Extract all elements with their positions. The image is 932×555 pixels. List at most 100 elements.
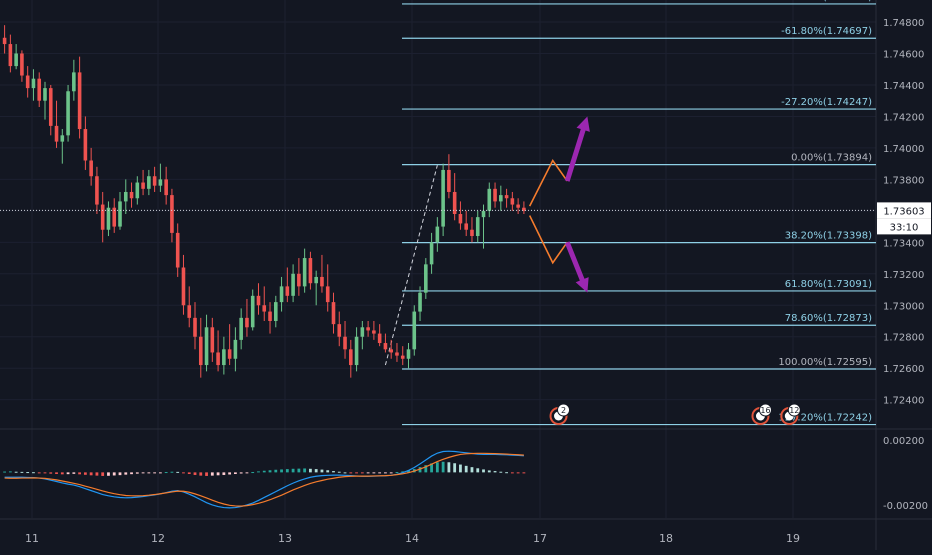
fibonacci-retracement[interactable]: -78.60%(1.74915) -61.80%(1.74697) -27.20%(…: [402, 0, 876, 426]
macd-histogram-bar: [3, 471, 6, 473]
candle-body: [441, 169, 445, 227]
fib-level-label: 38.20%(1.73398): [785, 231, 872, 242]
price-axis[interactable]: 1.74800 1.74600 1.74400 1.74200 1.74000 1.738…: [877, 18, 931, 512]
fib-level-label: 127.20%(1.72242): [778, 413, 872, 424]
macd-histogram-bar: [343, 472, 347, 474]
macd-histogram-bar: [453, 463, 457, 473]
macd-histogram-bar: [384, 472, 387, 474]
candle-body: [14, 53, 18, 67]
candle-body: [510, 198, 515, 205]
time-tick-label: 14: [405, 532, 419, 545]
macd-histogram-bar: [487, 470, 491, 473]
macd-histogram-bar: [326, 470, 330, 473]
macd-histogram-bar: [510, 472, 514, 474]
price-tick-label: 1.74200: [883, 112, 924, 123]
time-tick-label: 13: [278, 532, 292, 545]
candle-body: [516, 204, 520, 208]
macd-histogram-bar: [245, 472, 249, 474]
candle-body: [297, 273, 301, 287]
macd-histogram-bar: [107, 472, 110, 476]
candle-body: [262, 305, 267, 312]
candle-body: [106, 207, 111, 230]
macd-histogram-bar: [470, 467, 474, 473]
price-tick-label: 1.74000: [883, 144, 924, 155]
event-marker[interactable]: 2: [549, 403, 571, 425]
candle-body: [83, 129, 88, 161]
arrow-down-icon[interactable]: [564, 241, 589, 293]
arrow-up-icon[interactable]: [564, 116, 590, 182]
macd-histogram-bar: [251, 472, 255, 474]
candle-body: [475, 217, 480, 237]
macd-histogram-bar: [303, 468, 307, 473]
candle-body: [250, 295, 255, 328]
price-tick-label: 1.74400: [883, 81, 924, 92]
macd-histogram-bar: [476, 468, 480, 473]
candle-body: [349, 349, 353, 366]
candle-body: [337, 324, 342, 337]
projection-path[interactable]: [528, 158, 568, 207]
macd-histogram-bar: [309, 468, 312, 473]
projection-arrows[interactable]: [528, 116, 590, 293]
macd-histogram-bar: [366, 472, 370, 474]
macd-histogram-bar: [141, 472, 145, 474]
macd-histogram-bar: [8, 471, 12, 473]
macd-histogram-bar: [20, 471, 24, 473]
macd-histogram-bar: [389, 472, 393, 474]
candle-body: [366, 327, 370, 331]
macd-histogram-bar: [418, 467, 422, 473]
macd-histogram-bar: [14, 471, 18, 473]
macd-histogram-bar: [355, 472, 358, 474]
projection-path[interactable]: [528, 215, 568, 265]
candle-body: [372, 330, 376, 334]
event-count-badge: [787, 403, 801, 417]
fib-level-label: -78.60%(1.74915): [781, 0, 872, 3]
macd-histogram-bar: [493, 471, 497, 473]
macd-histogram-bar: [274, 469, 278, 473]
macd-histogram-bar: [360, 472, 364, 474]
macd-histogram-bar: [262, 470, 266, 473]
candle-body: [227, 349, 232, 359]
candle-body: [400, 355, 405, 359]
price-tick-label: 1.73000: [883, 301, 924, 312]
candle-body: [8, 44, 13, 67]
candle-body: [302, 258, 307, 287]
macd-histogram-bar: [407, 470, 410, 473]
macd-histogram-bar: [26, 472, 30, 474]
candle-body: [170, 195, 174, 233]
macd-histogram-bar: [291, 468, 295, 473]
candle-body: [112, 207, 117, 227]
macd-histogram-bar: [447, 462, 451, 473]
current-price-label: 1.73603: [883, 206, 924, 217]
macd-histogram-bar: [482, 469, 485, 473]
fib-level-label: 78.60%(1.72873): [785, 313, 872, 324]
candle-body: [493, 188, 497, 202]
macd-tick-label: 0.00200: [883, 436, 924, 447]
event-count-badge: [557, 403, 571, 417]
fib-level-label: -61.80%(1.74697): [781, 26, 872, 37]
event-marker[interactable]: 16: [751, 403, 772, 425]
macd-histogram-bar: [430, 463, 433, 473]
candle-body: [198, 336, 203, 366]
macd-pane: [3, 450, 526, 509]
macd-histogram-bar: [441, 461, 445, 473]
event-count-label: 2: [561, 406, 566, 415]
candle-body: [412, 311, 417, 350]
time-axis[interactable]: 11 12 13 14 17 18 19: [25, 532, 800, 545]
macd-histogram-bar: [32, 472, 35, 474]
macd-histogram-bar: [268, 470, 272, 473]
candle-body: [54, 125, 59, 142]
time-tick-label: 19: [786, 532, 800, 545]
candle-body: [447, 169, 451, 192]
candle-body: [129, 191, 134, 199]
candle-body: [210, 327, 215, 353]
current-price-badge[interactable]: [877, 202, 931, 219]
candle-body: [522, 207, 526, 211]
macd-histogram-bar: [124, 472, 128, 475]
macd-histogram-bar: [193, 472, 197, 475]
event-markers[interactable]: 2 16 12: [549, 403, 801, 425]
macd-histogram-bar: [522, 472, 526, 474]
event-marker[interactable]: 12: [780, 403, 801, 425]
candle-body: [100, 204, 105, 230]
